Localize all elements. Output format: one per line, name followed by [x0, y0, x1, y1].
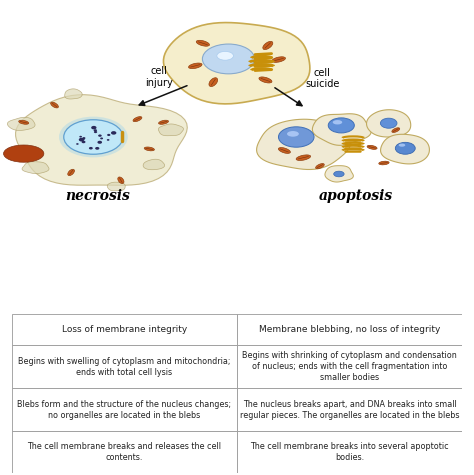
Ellipse shape [380, 118, 397, 128]
Ellipse shape [59, 117, 128, 157]
Ellipse shape [263, 41, 273, 49]
Ellipse shape [392, 128, 400, 133]
Circle shape [94, 131, 97, 133]
Text: cell
suicide: cell suicide [305, 67, 339, 89]
Polygon shape [312, 114, 371, 145]
FancyBboxPatch shape [12, 345, 237, 388]
FancyBboxPatch shape [12, 431, 237, 473]
Circle shape [107, 139, 109, 141]
Ellipse shape [18, 120, 29, 124]
Circle shape [98, 134, 102, 137]
Ellipse shape [333, 120, 342, 124]
Ellipse shape [51, 102, 58, 108]
Ellipse shape [144, 147, 155, 151]
Ellipse shape [272, 57, 285, 62]
Ellipse shape [379, 161, 389, 165]
FancyBboxPatch shape [12, 314, 237, 345]
Text: Blebs form and the structure of the nucleus changes;
no organelles are located i: Blebs form and the structure of the nucl… [18, 400, 231, 420]
Circle shape [82, 141, 85, 143]
Text: The nucleus breaks apart, and DNA breaks into small
regular pieces. The organell: The nucleus breaks apart, and DNA breaks… [240, 400, 459, 420]
Circle shape [111, 131, 116, 135]
Text: The cell membrane breaks and releases the cell
contents.: The cell membrane breaks and releases th… [27, 442, 221, 462]
Ellipse shape [367, 145, 377, 149]
Ellipse shape [3, 145, 44, 162]
FancyBboxPatch shape [237, 431, 462, 473]
Polygon shape [158, 124, 183, 136]
Ellipse shape [159, 120, 168, 124]
Circle shape [76, 143, 79, 145]
FancyBboxPatch shape [12, 388, 237, 431]
Circle shape [98, 141, 102, 144]
Polygon shape [16, 95, 187, 185]
Polygon shape [256, 119, 350, 170]
FancyBboxPatch shape [237, 388, 462, 431]
Circle shape [79, 136, 82, 138]
Circle shape [95, 147, 100, 150]
Ellipse shape [399, 143, 405, 147]
Circle shape [93, 129, 97, 132]
Ellipse shape [68, 169, 74, 176]
Text: apoptosis: apoptosis [319, 189, 392, 203]
Ellipse shape [189, 63, 202, 68]
FancyBboxPatch shape [237, 345, 462, 388]
Circle shape [82, 137, 85, 139]
Ellipse shape [278, 148, 291, 153]
Text: necrosis: necrosis [65, 189, 129, 203]
Circle shape [89, 147, 93, 150]
Circle shape [107, 134, 110, 136]
Ellipse shape [296, 155, 310, 161]
Text: cell
injury: cell injury [145, 66, 173, 87]
Polygon shape [143, 159, 164, 170]
Text: Membrane blebbing, no loss of integrity: Membrane blebbing, no loss of integrity [259, 325, 440, 334]
Ellipse shape [328, 118, 355, 133]
Polygon shape [8, 117, 35, 131]
Circle shape [91, 126, 97, 129]
Ellipse shape [395, 142, 415, 154]
Ellipse shape [217, 51, 233, 60]
Ellipse shape [202, 44, 255, 74]
Polygon shape [22, 162, 49, 174]
Ellipse shape [196, 40, 210, 46]
Polygon shape [65, 89, 82, 99]
Ellipse shape [259, 77, 272, 83]
Ellipse shape [316, 163, 324, 169]
Polygon shape [164, 23, 310, 104]
Ellipse shape [279, 127, 314, 147]
Ellipse shape [287, 131, 299, 137]
Text: Begins with shrinking of cytoplasm and condensation
of nucleus; ends with the ce: Begins with shrinking of cytoplasm and c… [242, 351, 457, 382]
Ellipse shape [64, 120, 123, 154]
Circle shape [100, 137, 103, 139]
Text: The cell membrane breaks into several apoptotic
bodies.: The cell membrane breaks into several ap… [250, 442, 449, 462]
Polygon shape [325, 166, 353, 182]
Text: Loss of membrane integrity: Loss of membrane integrity [62, 325, 187, 334]
Text: Begins with swelling of cytoplasm and mitochondria;
ends with total cell lysis: Begins with swelling of cytoplasm and mi… [18, 357, 231, 377]
Ellipse shape [334, 171, 344, 177]
Circle shape [80, 138, 83, 141]
Polygon shape [107, 182, 125, 191]
Ellipse shape [118, 177, 124, 183]
Ellipse shape [133, 117, 142, 122]
Polygon shape [381, 134, 429, 164]
FancyBboxPatch shape [237, 314, 462, 345]
Ellipse shape [209, 78, 218, 86]
Circle shape [82, 138, 85, 140]
Polygon shape [366, 110, 411, 137]
Circle shape [79, 138, 84, 142]
